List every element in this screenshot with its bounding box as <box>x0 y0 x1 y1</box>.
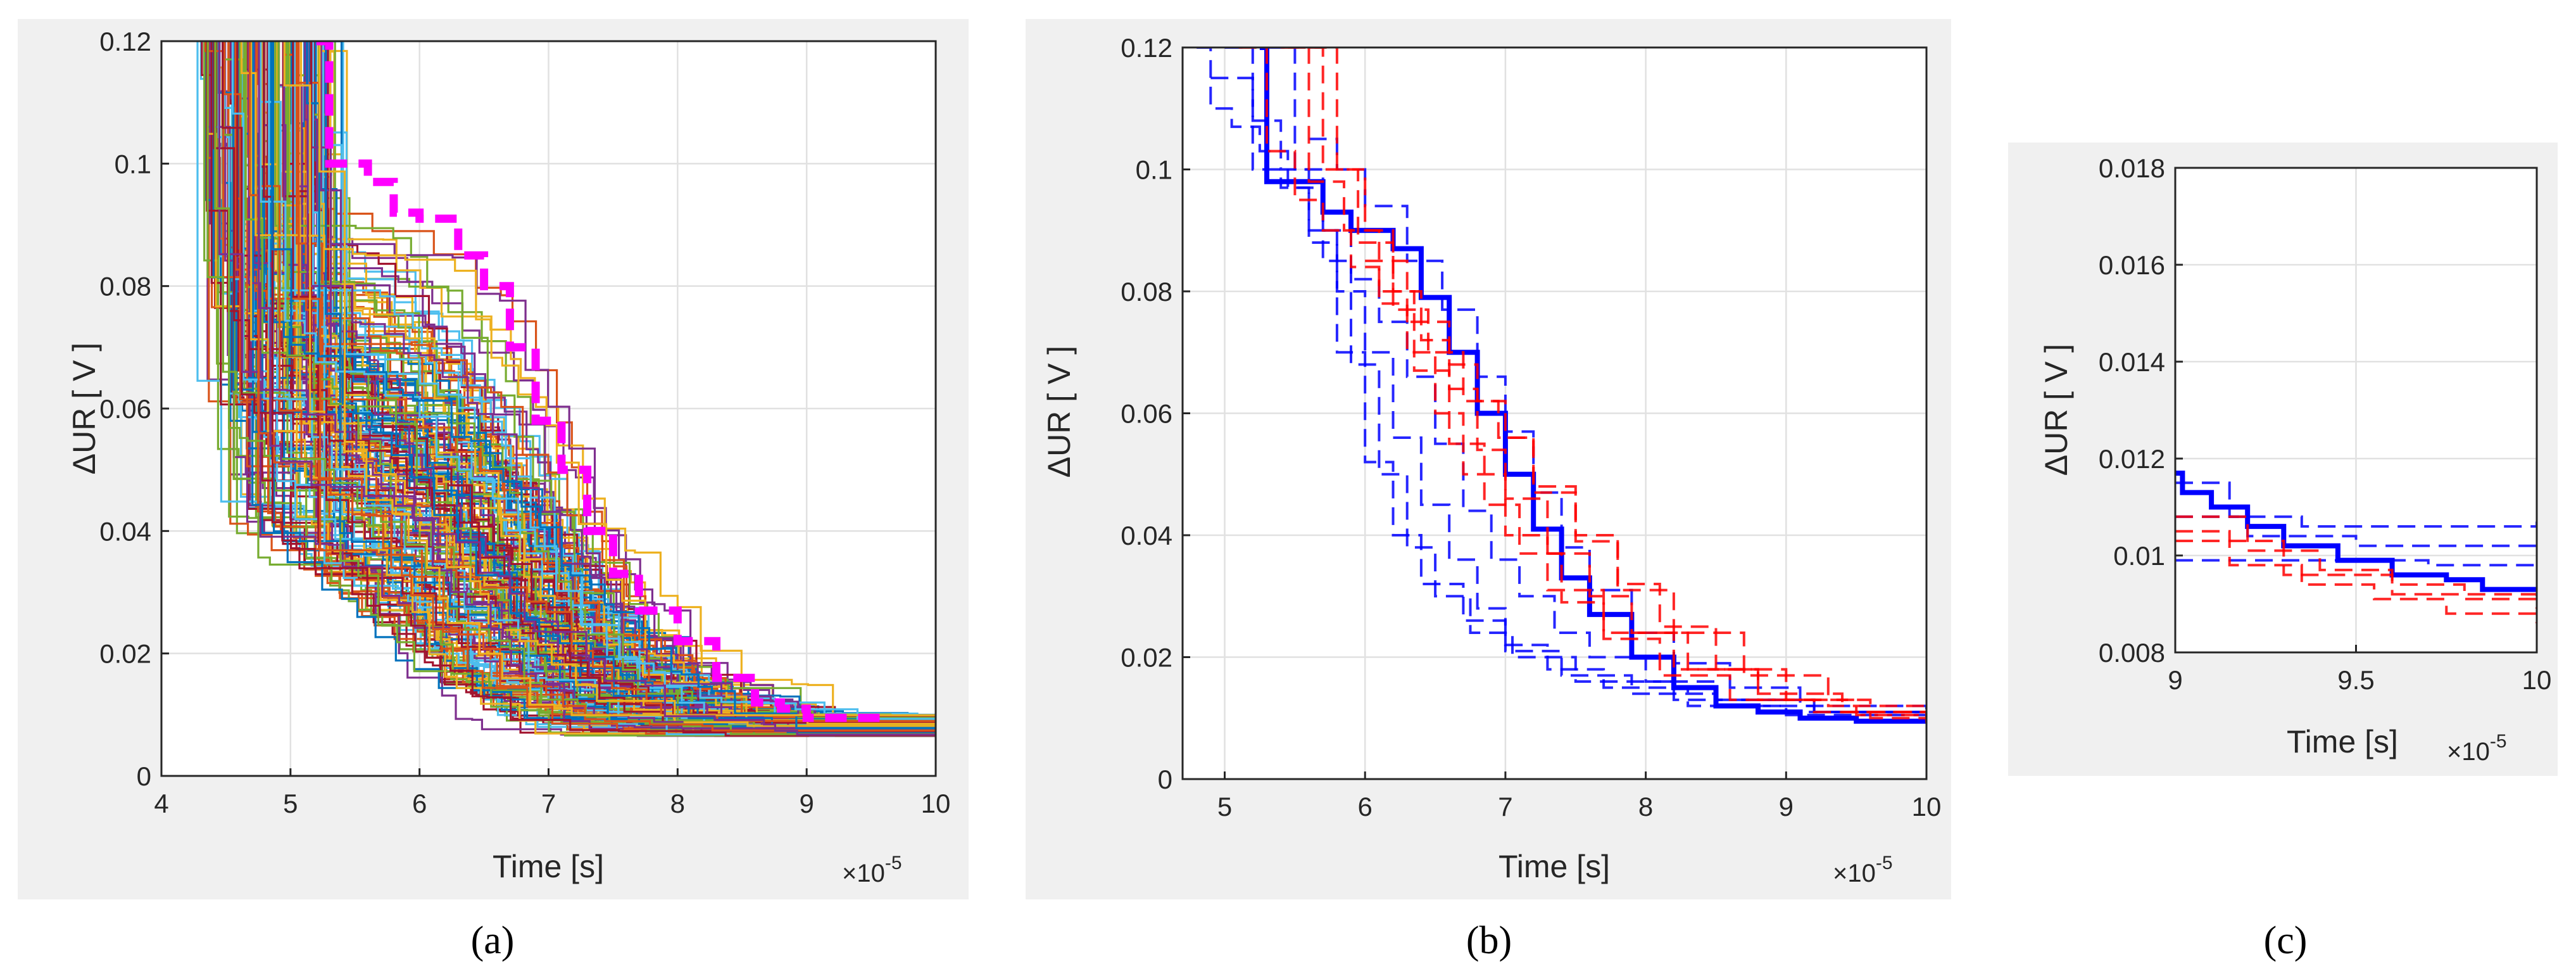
panel-b: 5 6 7 8 9 10 0 0.02 0.04 0.06 0.08 0.1 0.12 Time [s]… <box>1026 19 1951 899</box>
x-tick-label: 7 <box>1498 792 1512 822</box>
trace-line <box>214 41 936 735</box>
panel-c-caption: (c) <box>2264 919 2308 962</box>
y-tick-label: 0.12 <box>99 27 151 56</box>
y-tick-label: 0.04 <box>99 516 151 546</box>
dashed-trace-line <box>2175 559 2537 570</box>
y-tick-label: 0.08 <box>1121 277 1172 307</box>
dashed-trace-line <box>1210 77 1926 720</box>
panel-c-ticks: 9 9.5 10 0.008 0.01 0.012 0.014 0.016 0.018 <box>2099 153 2551 695</box>
y-tick-label: 0.02 <box>1121 643 1172 673</box>
trace-line <box>249 41 936 732</box>
y-tick-label: 0.01 <box>2113 541 2165 571</box>
y-tick-label: 0.1 <box>115 149 151 179</box>
panel-a-ticks: 4 5 6 7 8 9 10 0 0.02 0.04 0.06 0.08 0.1 0.12 <box>99 27 950 818</box>
panel-b-ylabel: ΔUR [ V ] <box>1041 346 1077 478</box>
panel-c-grid <box>2175 168 2537 652</box>
dashed-trace-line <box>2175 515 2537 609</box>
trace-line <box>258 41 936 736</box>
trace-line <box>271 41 936 730</box>
trace-line <box>218 41 936 730</box>
x-tick-label: 8 <box>670 789 685 818</box>
y-tick-label: 0.06 <box>1121 399 1172 429</box>
panel-c-series <box>2175 471 2537 624</box>
panel-c-xlabel: Time [s] <box>2287 724 2398 759</box>
dashed-trace-line <box>1288 48 1926 721</box>
trace-line <box>236 41 936 717</box>
x-tick-label: 9 <box>1779 792 1794 822</box>
dashed-trace-line <box>2175 540 2537 604</box>
dashed-trace-line <box>1365 259 1926 723</box>
panel-c-x-multiplier: ×10-5 <box>2447 731 2507 766</box>
y-tick-label: 0.012 <box>2099 444 2165 474</box>
x-tick-label: 5 <box>1217 792 1232 822</box>
x-tick-label: 10 <box>1912 792 1942 822</box>
panel-a-x-multiplier: ×10-5 <box>842 853 902 887</box>
x-tick-label: 4 <box>154 789 168 818</box>
y-tick-label: 0.04 <box>1121 521 1172 550</box>
x-tick-label: 8 <box>1638 792 1653 822</box>
dashed-trace-line <box>2175 515 2537 551</box>
dashed-trace-line <box>1238 48 1926 721</box>
panel-a-ylabel: ΔUR [ V ] <box>66 343 102 474</box>
panel-c: 9 9.5 10 0.008 0.01 0.012 0.014 0.016 0.018 Time… <box>2008 143 2558 776</box>
panel-b-x-multiplier: ×10-5 <box>1833 853 1893 887</box>
x-tick-label: 7 <box>541 789 556 818</box>
panel-c-ylabel: ΔUR [ V ] <box>2039 344 2074 476</box>
y-tick-label: 0.1 <box>1136 155 1172 185</box>
trace-line <box>283 41 936 727</box>
panel-b-caption: (b) <box>1466 919 1512 962</box>
dashed-trace-line <box>1281 48 1926 721</box>
panel-a-xlabel: Time [s] <box>493 849 604 884</box>
dashed-trace-line <box>1224 48 1926 716</box>
dashed-trace-line <box>1197 48 1926 715</box>
panel-a-caption: (a) <box>471 919 515 962</box>
y-tick-label: 0.02 <box>99 639 151 669</box>
panel-b-xlabel: Time [s] <box>1498 849 1610 884</box>
x-tick-label: 9 <box>799 789 814 818</box>
trace-line <box>260 41 936 720</box>
trace-line <box>304 41 936 719</box>
x-tick-label: 10 <box>2522 665 2552 695</box>
y-tick-label: 0.018 <box>2099 153 2165 183</box>
x-tick-label: 10 <box>921 789 951 818</box>
y-tick-label: 0.008 <box>2099 638 2165 668</box>
y-tick-label: 0.08 <box>99 272 151 301</box>
x-tick-label: 6 <box>412 789 427 818</box>
panel-b-series <box>1197 48 1926 724</box>
x-tick-label: 5 <box>283 789 298 818</box>
envelope-line <box>316 41 884 722</box>
x-tick-label: 9.5 <box>2337 665 2374 695</box>
y-tick-label: 0.014 <box>2099 347 2165 377</box>
panel-a: 4 5 6 7 8 9 10 0 0.02 0.04 0.06 0.08 0.1 0.12 Time [s… <box>18 19 969 899</box>
x-tick-label: 6 <box>1358 792 1373 822</box>
y-tick-label: 0 <box>137 761 151 791</box>
x-tick-label: 9 <box>2168 665 2182 695</box>
dashed-trace-line <box>2175 530 2537 624</box>
y-tick-label: 0.06 <box>99 394 151 424</box>
dashed-trace-line <box>2175 481 2537 528</box>
panel-b-ticks: 5 6 7 8 9 10 0 0.02 0.04 0.06 0.08 0.1 0.12 <box>1121 33 1941 822</box>
mean-trace-line <box>2175 471 2537 592</box>
panel-a-series <box>196 41 936 737</box>
y-tick-label: 0.016 <box>2099 250 2165 280</box>
y-tick-label: 0.12 <box>1121 33 1172 63</box>
y-tick-label: 0 <box>1158 765 1172 794</box>
